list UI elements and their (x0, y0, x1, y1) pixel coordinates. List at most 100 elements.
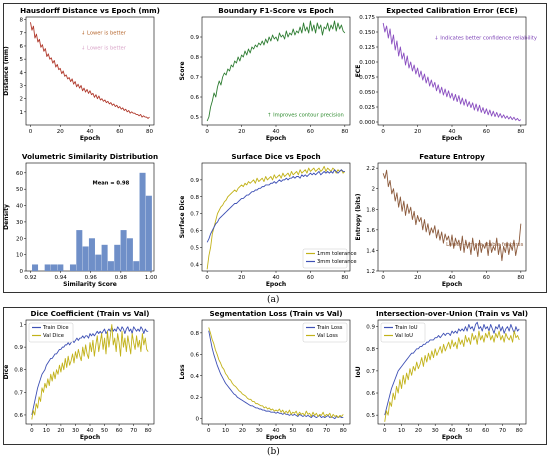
x-tick-label: 30 (72, 428, 79, 434)
y-tick-label: 30 (16, 220, 23, 226)
chart-title: Boundary F1-Score vs Epoch (218, 6, 333, 15)
x-tick-label: 30 (256, 428, 263, 434)
y-tick-label: 4 (20, 70, 24, 76)
caption-b: (b) (267, 447, 280, 457)
y-tick-label: 1.6 (366, 228, 375, 234)
x-tick-label: 0 (381, 129, 385, 135)
legend-label: Train IoU (394, 325, 418, 331)
y-tick-label: 0.8 (14, 368, 23, 374)
x-tick-label: 80 (341, 275, 348, 281)
x-tick-label: 40 (449, 275, 456, 281)
chart-title: Expected Calibration Error (ECE) (386, 6, 517, 15)
y-tick-label: 0.9 (366, 325, 375, 331)
y-tick-label: 1 (20, 323, 24, 329)
series-line-val-iou (384, 330, 520, 422)
y-tick-label: 0.5 (190, 245, 199, 251)
x-axis-label: Epoch (442, 281, 462, 288)
y-tick-label: 0.2 (190, 395, 199, 401)
x-tick-label: 80 (341, 129, 348, 135)
x-axis-label: Similarity Score (63, 281, 117, 288)
y-tick-label: 0.075 (359, 75, 375, 81)
series-line-3mm-tolerance (206, 169, 345, 243)
x-tick-label: 0 (205, 129, 209, 135)
x-axis-label: Epoch (442, 434, 462, 441)
x-tick-label: 60 (483, 129, 490, 135)
histogram-bar (82, 246, 89, 271)
y-tick-label: 0.6 (366, 391, 375, 397)
y-tick-label: 0.7 (14, 390, 23, 396)
series-line-0 (382, 22, 522, 122)
x-axis-label: Epoch (266, 281, 286, 288)
plot-area (377, 16, 527, 126)
chart-surface-dice: Surface Dice vs Epoch 0 20 40 60 80 0.4 0.5 0.6 0… (179, 152, 357, 288)
y-tick-label: 50 (16, 187, 23, 193)
y-tick-label: 0.125 (359, 45, 375, 51)
y-tick-label: 0.7 (366, 369, 375, 375)
y-tick-label: 2 (372, 187, 376, 193)
y-tick-label: 1.4 (366, 248, 375, 254)
histogram-bar (76, 230, 83, 271)
x-tick-label: 60 (307, 275, 314, 281)
chart-title: Segmentation Loss (Train vs Val) (209, 309, 342, 318)
y-tick-label: 60 (16, 171, 23, 177)
plot-area (377, 162, 527, 272)
series-line-train-dice (31, 326, 149, 416)
x-tick-label: 20 (238, 275, 245, 281)
x-tick-label: 40 (273, 129, 280, 135)
x-tick-label: 60 (483, 275, 490, 281)
x-tick-label: 20 (415, 428, 422, 434)
y-axis-label: IoU (355, 366, 362, 377)
legend: Train IoU Val IoU (380, 322, 426, 343)
y-tick-label: 7 (20, 31, 24, 37)
x-axis-label: Epoch (442, 135, 462, 142)
y-axis-label: Score (179, 61, 186, 80)
histogram-bar (50, 264, 58, 271)
x-tick-label: 0.98 (115, 275, 128, 281)
y-tick-label: 40 (16, 204, 23, 210)
x-axis-label: Epoch (266, 135, 286, 142)
legend-label: Val Dice (43, 333, 64, 339)
y-tick-label: 6 (20, 44, 24, 50)
histogram-bar (133, 261, 140, 271)
plot-area (201, 16, 351, 126)
y-tick-label: 0 (196, 417, 200, 423)
series-line-0 (382, 169, 522, 262)
x-tick-label: 60 (116, 129, 123, 135)
x-tick-label: 40 (273, 275, 280, 281)
legend-label: 1mm tolerance (317, 251, 357, 257)
chart-boundary-f1: Boundary F1-Score vs Epoch 0 20 40 60 80 0.5 0.… (179, 6, 351, 142)
histogram-bar (114, 244, 121, 271)
chart-ece: Expected Calibration Error (ECE) 0 20 40 60 8… (355, 6, 537, 142)
x-tick-label: 0 (381, 275, 385, 281)
x-tick-label: 0 (207, 428, 211, 434)
x-tick-label: 40 (87, 428, 94, 434)
x-tick-label: 50 (289, 428, 296, 434)
chart-annotation: ↓ Indicates better confidence reliabilit… (434, 36, 537, 42)
histogram-bar (69, 264, 76, 271)
series-line-train-iou (384, 321, 520, 416)
y-tick-label: 0.025 (359, 105, 375, 111)
y-tick-label: 0.100 (359, 60, 375, 66)
chart-annotation: ↓ Lower is better (81, 30, 127, 36)
panel-a-frame (3, 3, 547, 293)
x-tick-label: 10 (222, 428, 229, 434)
x-tick-label: 0.92 (24, 275, 36, 281)
series-line-val-dice (31, 324, 149, 420)
x-tick-label: 20 (414, 129, 421, 135)
y-axis-label: Loss (179, 364, 186, 380)
y-axis-label: Dice (3, 365, 10, 380)
y-tick-label: 8 (20, 18, 24, 24)
x-tick-label: 50 (465, 428, 472, 434)
histogram-bar (120, 230, 127, 271)
y-axis-label: Entropy (bits) (355, 193, 362, 240)
chart-title: Dice Coefficient (Train vs Val) (31, 309, 150, 318)
series-line-0 (30, 22, 150, 119)
y-tick-label: 0.8 (190, 55, 199, 61)
x-tick-label: 50 (101, 428, 108, 434)
x-tick-label: 0.94 (55, 275, 68, 281)
chart-title: Volumetric Similarity Distribution (22, 152, 158, 161)
y-tick-label: 0.6 (190, 352, 199, 358)
x-tick-label: 20 (57, 129, 64, 135)
y-tick-label: 10 (16, 253, 23, 259)
